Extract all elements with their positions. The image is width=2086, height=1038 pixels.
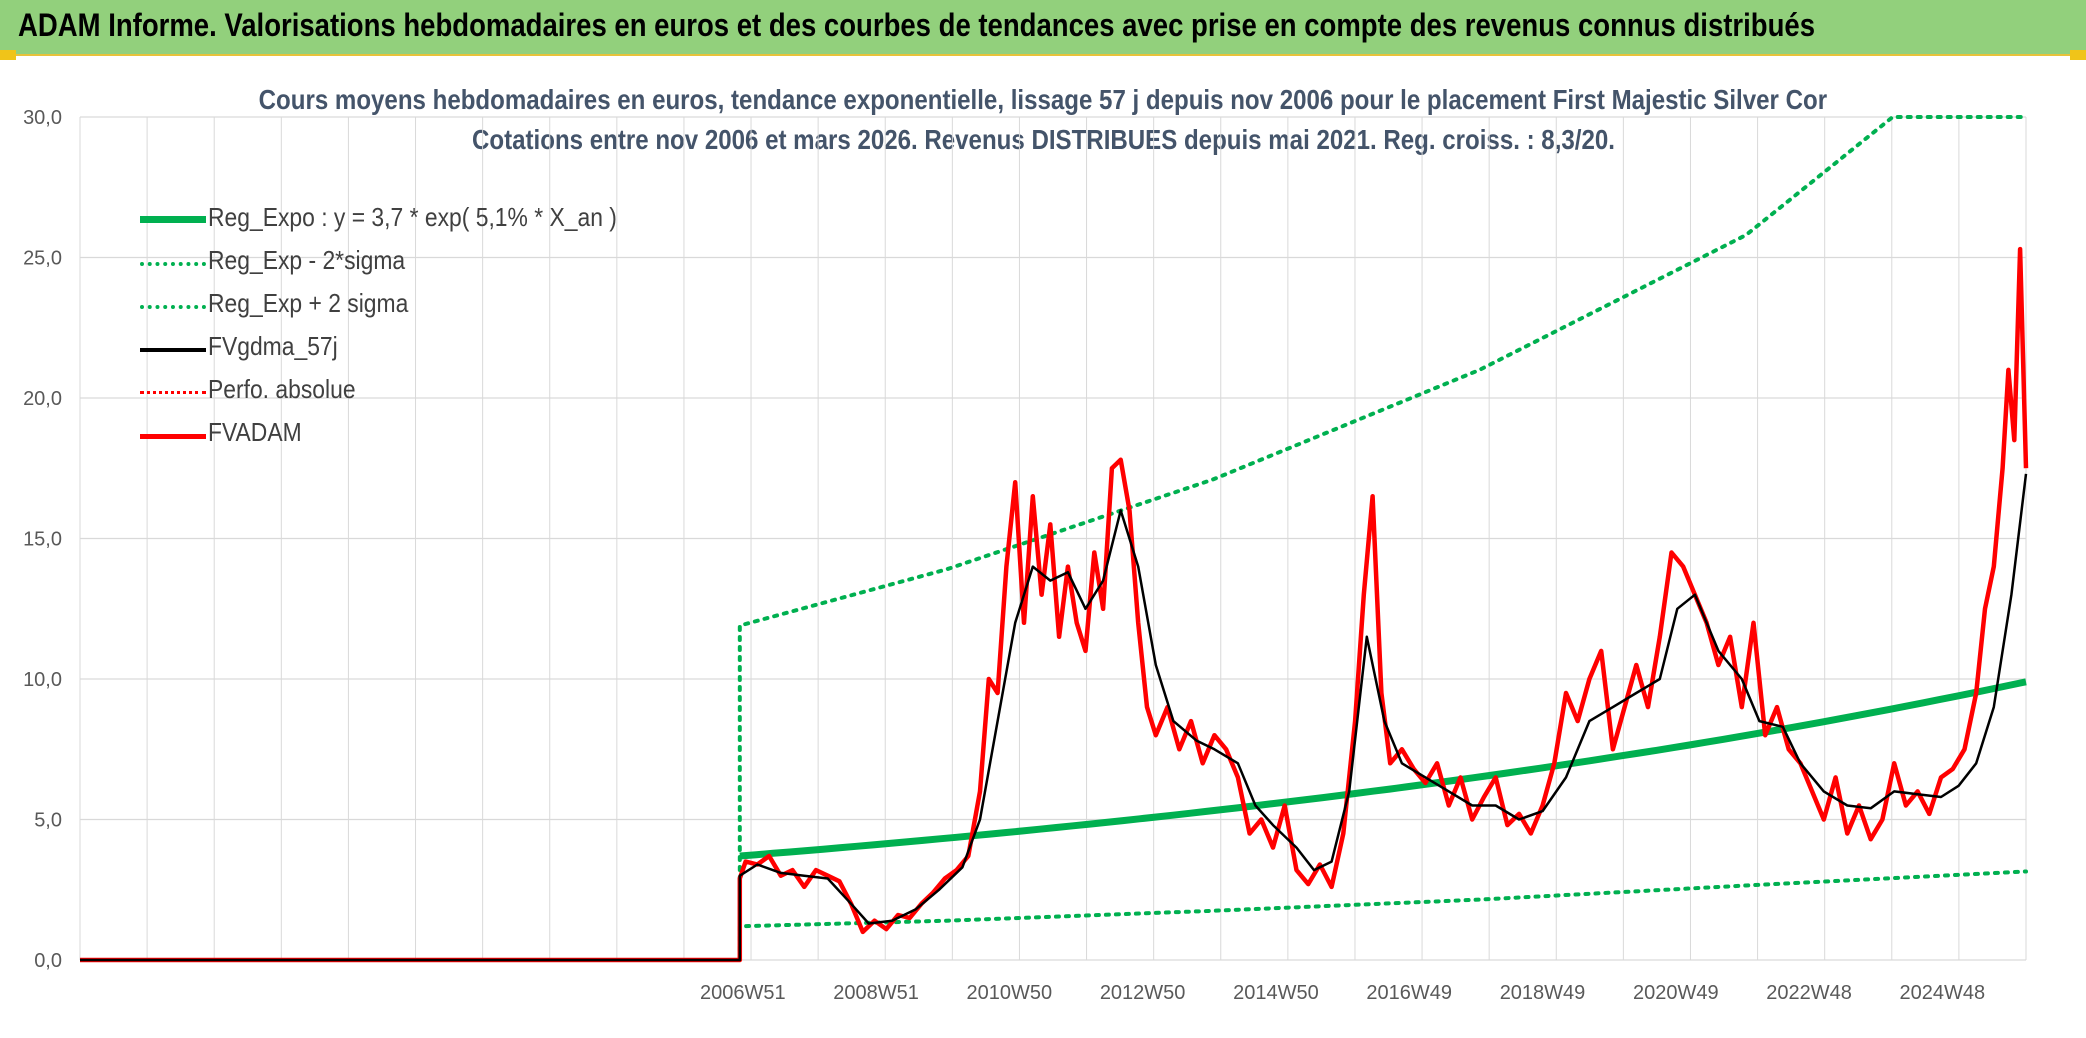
y-tick-label: 10,0 bbox=[23, 669, 62, 691]
y-tick-label: 25,0 bbox=[23, 248, 62, 270]
y-tick-label: 0,0 bbox=[34, 950, 62, 972]
corner-marker-left bbox=[0, 50, 16, 60]
report-header-bar: ADAM Informe. Valorisations hebdomadaire… bbox=[0, 0, 2086, 56]
legend-swatch-reg-plus bbox=[140, 305, 206, 309]
x-tick-label: 2012W50 bbox=[1100, 982, 1186, 1004]
x-tick-label: 2022W48 bbox=[1766, 982, 1852, 1004]
y-tick-label: 5,0 bbox=[34, 810, 62, 832]
legend-item-reg-expo: Reg_Expo : y = 3,7 * exp( 5,1% * X_an ) bbox=[140, 200, 700, 240]
legend-item-gdma: FVgdma_57j bbox=[140, 329, 700, 369]
legend-swatch-perfo bbox=[140, 391, 206, 394]
legend-label-reg-minus: Reg_Exp - 2*sigma bbox=[208, 245, 406, 275]
x-tick-label: 2016W49 bbox=[1366, 982, 1452, 1004]
x-tick-label: 2020W49 bbox=[1633, 982, 1719, 1004]
legend-label-fvadam: FVADAM bbox=[208, 417, 302, 447]
y-tick-label: 30,0 bbox=[23, 107, 62, 129]
report-title: ADAM Informe. Valorisations hebdomadaire… bbox=[18, 7, 1815, 43]
legend-label-reg-expo: Reg_Expo : y = 3,7 * exp( 5,1% * X_an ) bbox=[208, 202, 617, 232]
legend-item-perfo: Perfo. absolue bbox=[140, 372, 700, 412]
legend-swatch-fvadam bbox=[140, 434, 206, 439]
x-tick-label: 2024W48 bbox=[1900, 982, 1986, 1004]
legend-item-reg-plus: Reg_Exp + 2 sigma bbox=[140, 286, 700, 326]
x-tick-label: 2008W51 bbox=[833, 982, 919, 1004]
legend-swatch-reg-expo bbox=[140, 216, 206, 223]
corner-marker-right bbox=[2070, 50, 2086, 60]
legend-item-reg-minus: Reg_Exp - 2*sigma bbox=[140, 243, 700, 283]
x-tick-label: 2018W49 bbox=[1500, 982, 1586, 1004]
legend-swatch-gdma bbox=[140, 348, 206, 352]
y-tick-label: 15,0 bbox=[23, 529, 62, 551]
legend-item-fvadam: FVADAM bbox=[140, 415, 700, 455]
series-reg-expo bbox=[739, 678, 2027, 860]
legend-label-gdma: FVgdma_57j bbox=[208, 331, 338, 361]
series-fvadam bbox=[80, 246, 2029, 963]
series-fvgdma-57j bbox=[80, 473, 2028, 962]
legend-label-perfo: Perfo. absolue bbox=[208, 374, 356, 404]
series-reg-minus-2sigma bbox=[737, 869, 2028, 962]
chart-title-line2: Cotations entre nov 2006 et mars 2026. R… bbox=[471, 124, 1615, 155]
x-tick-label: 2010W50 bbox=[967, 982, 1053, 1004]
chart-title-line1: Cours moyens hebdomadaires en euros, ten… bbox=[258, 84, 1828, 115]
x-tick-label: 2006W51 bbox=[700, 982, 786, 1004]
legend-swatch-reg-minus bbox=[140, 262, 206, 266]
legend-label-reg-plus: Reg_Exp + 2 sigma bbox=[208, 288, 409, 318]
y-tick-label: 20,0 bbox=[23, 388, 62, 410]
x-tick-label: 2014W50 bbox=[1233, 982, 1319, 1004]
series-reg-plus-2sigma bbox=[737, 115, 2028, 962]
